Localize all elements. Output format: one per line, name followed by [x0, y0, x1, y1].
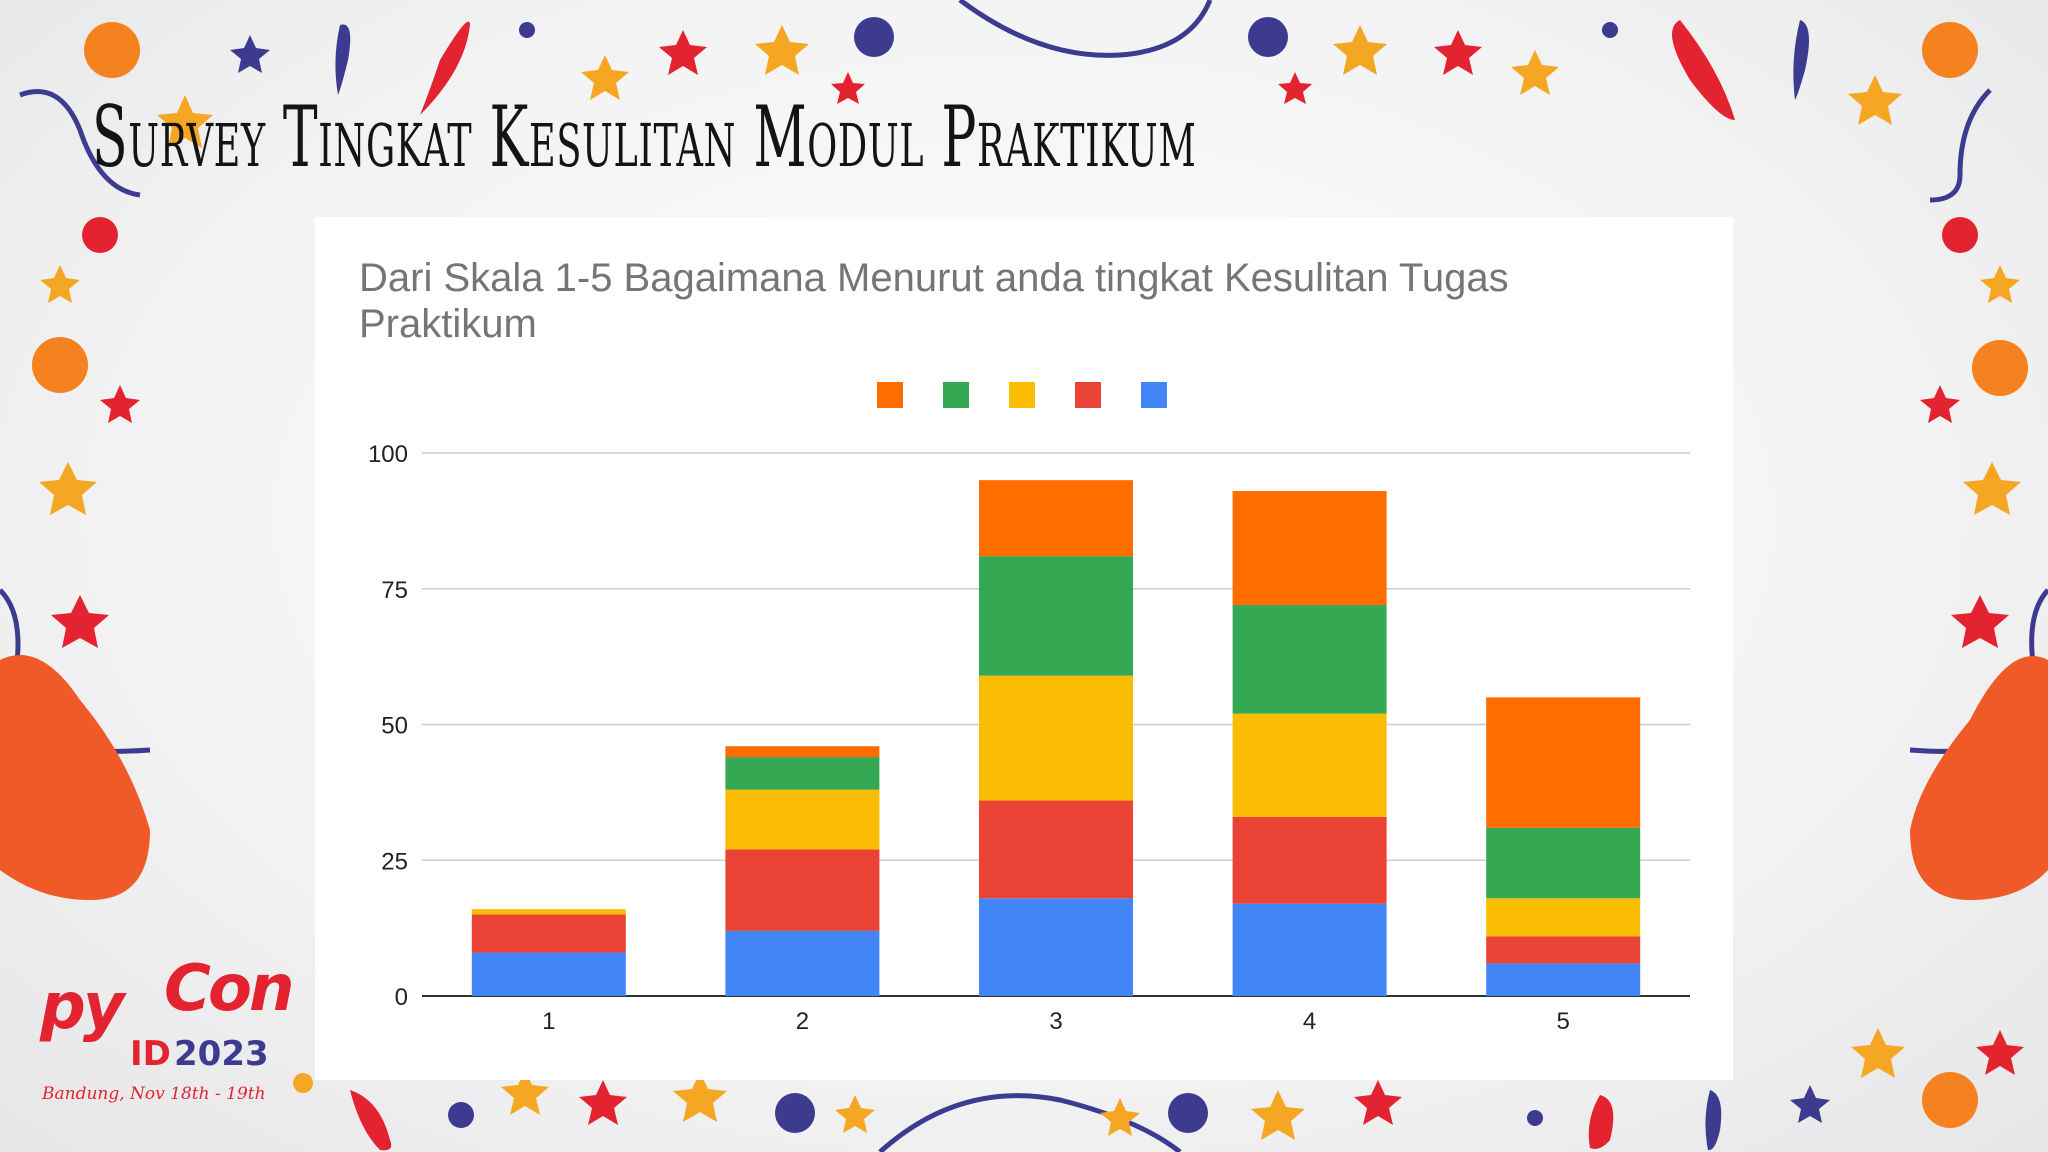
legend-swatch: [1141, 382, 1167, 408]
bar-segment: [725, 930, 880, 996]
bar-segment: [979, 556, 1133, 676]
bar-segment: [725, 757, 880, 790]
bar-segment: [1232, 816, 1387, 904]
y-tick-label: 100: [368, 441, 408, 468]
bar-segment: [1232, 713, 1387, 817]
bar-segment: [979, 480, 1133, 557]
bar-segment: [471, 952, 626, 996]
legend-swatch: [1075, 382, 1101, 408]
bar-segment: [979, 675, 1133, 801]
bar-segment: [1486, 827, 1641, 899]
x-tick-label: 4: [1303, 1008, 1316, 1035]
bar-segment: [725, 849, 880, 931]
y-tick-label: 25: [381, 848, 408, 875]
bar-segment: [471, 914, 626, 953]
y-tick-label: 0: [395, 984, 408, 1011]
stacked-bar-chart: 0 25 50 75 100 1 2 3 4 5: [368, 382, 1690, 1035]
bar-segment: [1486, 898, 1641, 937]
bar-segment: [1232, 903, 1387, 996]
chart-card: 0 25 50 75 100 1 2 3 4 5 Dari Skala 1-5 Bagaimana…: [315, 217, 1733, 1080]
bar-segment: [1232, 491, 1387, 606]
pycon-logo: py Con ID 2023 Bandung, Nov 18th - 19th: [36, 952, 294, 1112]
bar-segment: [725, 789, 880, 850]
bar-segment: [979, 800, 1133, 899]
bar-segment: [1486, 936, 1641, 964]
legend-swatch: [877, 382, 903, 408]
logo-py-text: py: [40, 970, 125, 1044]
x-tick-label: 3: [1049, 1008, 1062, 1035]
bar-segment: [979, 898, 1133, 996]
logo-con-text: Con: [164, 952, 294, 1026]
bar-segment: [1486, 963, 1641, 996]
bar-segment: [1232, 605, 1387, 714]
logo-subtitle: Bandung, Nov 18th - 19th: [42, 1084, 266, 1104]
legend-swatch: [1009, 382, 1035, 408]
y-tick-label: 75: [381, 577, 408, 604]
chart-title: Dari Skala 1-5 Bagaimana Menurut anda ti…: [359, 256, 1509, 346]
x-tick-label: 1: [542, 1008, 555, 1035]
logo-id-text: ID: [130, 1034, 171, 1074]
bar-segment: [725, 746, 880, 758]
legend-swatch: [943, 382, 969, 408]
x-tick-label: 5: [1557, 1008, 1570, 1035]
bar-segment: [1486, 697, 1641, 828]
logo-year-text: 2023: [174, 1034, 269, 1074]
y-tick-label: 50: [381, 713, 408, 740]
x-tick-label: 2: [796, 1008, 809, 1035]
slide-title: Survey Tingkat Kesulitan Modul Praktikum: [92, 88, 1197, 186]
bar-segment: [471, 909, 626, 915]
